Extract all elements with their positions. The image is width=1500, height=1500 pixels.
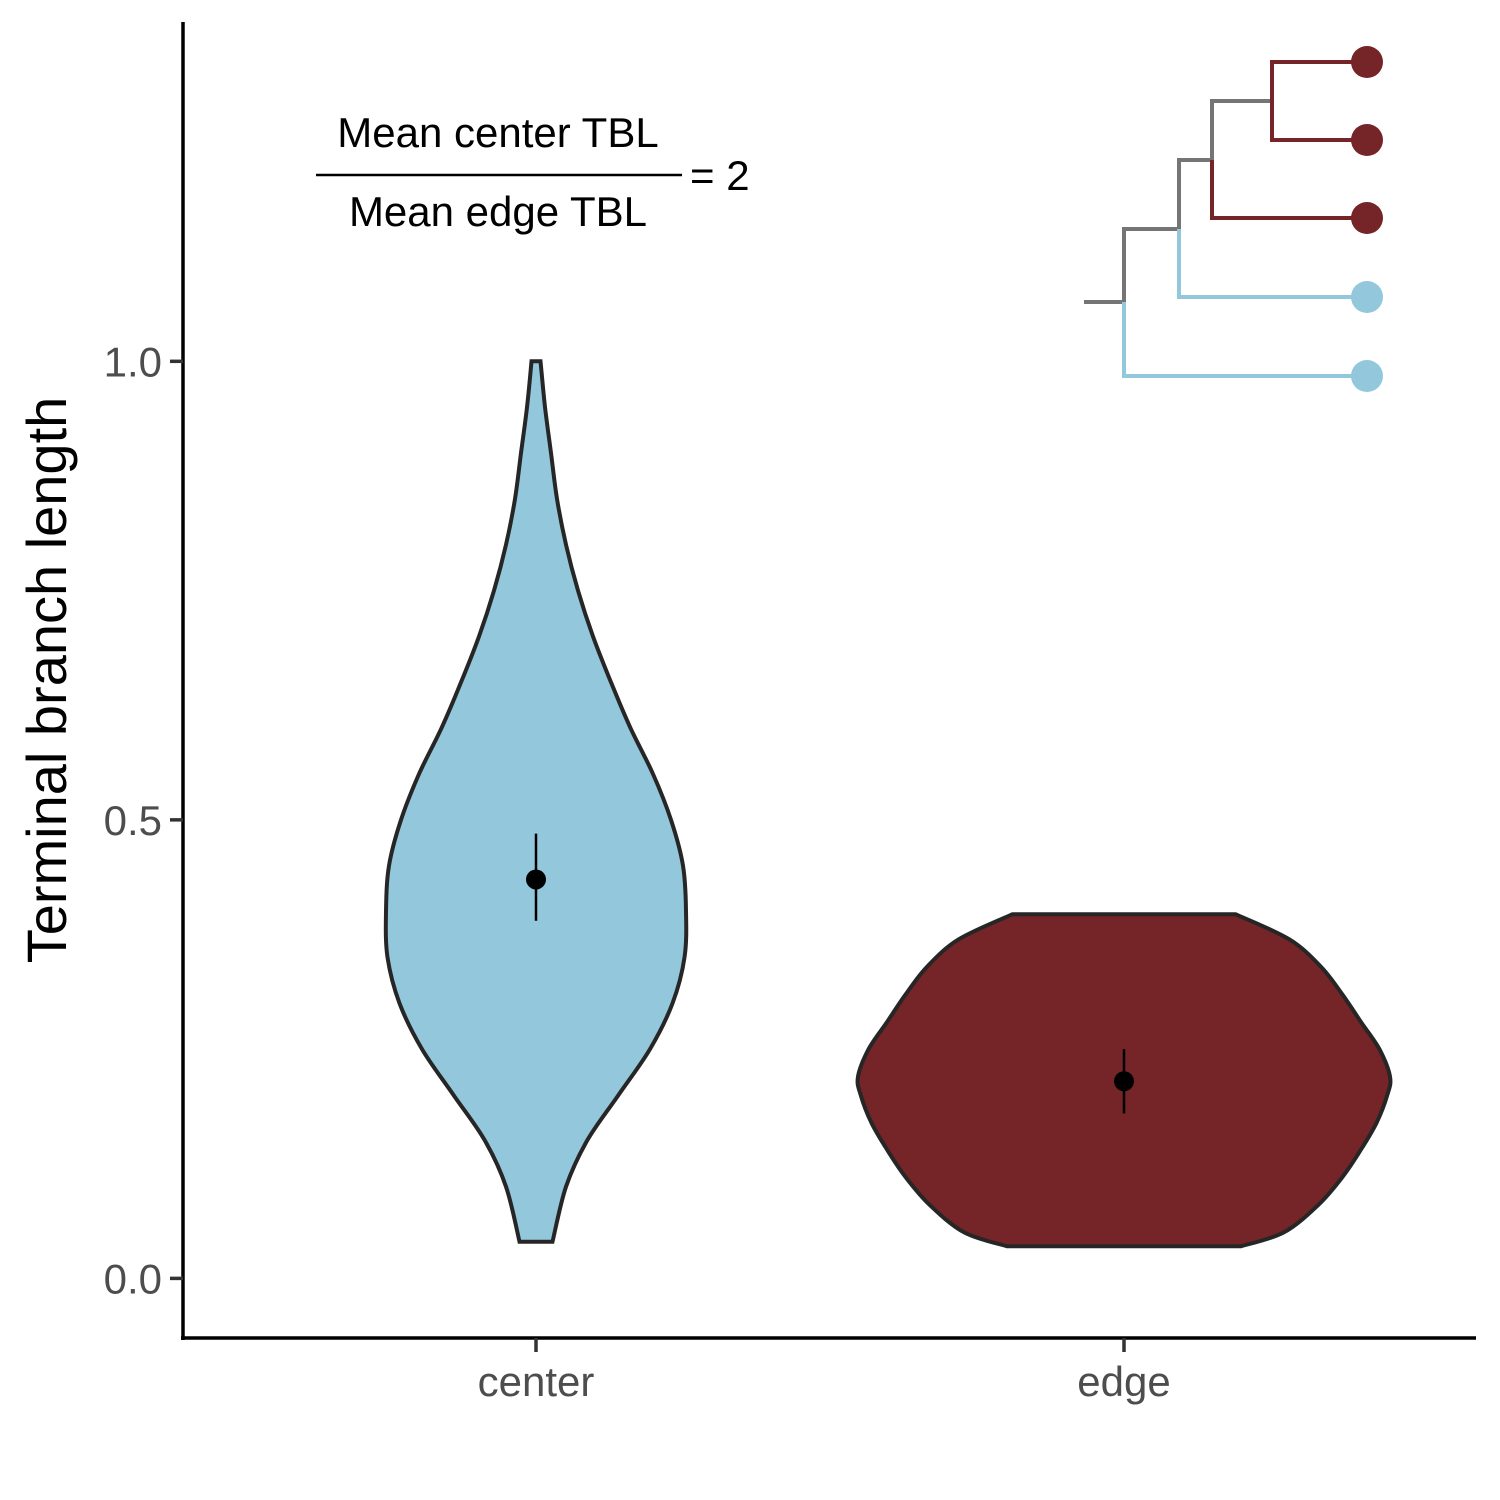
y-tick-label: 0.0 bbox=[104, 1255, 162, 1302]
mean-markers-layer bbox=[526, 833, 1134, 1114]
violin-layer bbox=[383, 359, 1393, 1249]
x-ticks: center edge bbox=[478, 1338, 1171, 1405]
mean-point-edge bbox=[1114, 1071, 1134, 1092]
y-tick-label: 0.5 bbox=[104, 797, 162, 844]
tree-branch bbox=[1122, 302, 1367, 378]
phylogeny-inset bbox=[1084, 46, 1383, 392]
tree-tip-center bbox=[1351, 281, 1383, 313]
tree-branch bbox=[1270, 101, 1367, 142]
tree-tip-edge bbox=[1351, 124, 1383, 156]
x-tick-label: center bbox=[478, 1358, 595, 1405]
x-tick-label: edge bbox=[1077, 1358, 1170, 1405]
y-axis-title: Terminal branch length bbox=[15, 397, 78, 964]
tree-tip-edge bbox=[1351, 202, 1383, 234]
tree-branch bbox=[1122, 227, 1179, 302]
y-ticks: 0.0 0.5 1.0 bbox=[104, 338, 183, 1302]
tree-tip-center bbox=[1351, 360, 1383, 392]
tree-branch bbox=[1210, 99, 1272, 160]
ratio-equals: = 2 bbox=[690, 152, 750, 199]
y-tick-label: 1.0 bbox=[104, 338, 162, 385]
tree-tip-edge bbox=[1351, 46, 1383, 78]
ratio-denominator: Mean edge TBL bbox=[349, 188, 647, 235]
tree-branch bbox=[1210, 160, 1367, 220]
violin-center bbox=[383, 359, 689, 1244]
ratio-annotation: Mean center TBL Mean edge TBL = 2 bbox=[316, 109, 750, 235]
mean-point-center bbox=[526, 869, 546, 890]
tree-branch bbox=[1177, 158, 1212, 229]
tree-branch bbox=[1270, 60, 1367, 101]
tree-branch bbox=[1177, 229, 1367, 299]
ratio-numerator: Mean center TBL bbox=[337, 109, 658, 156]
